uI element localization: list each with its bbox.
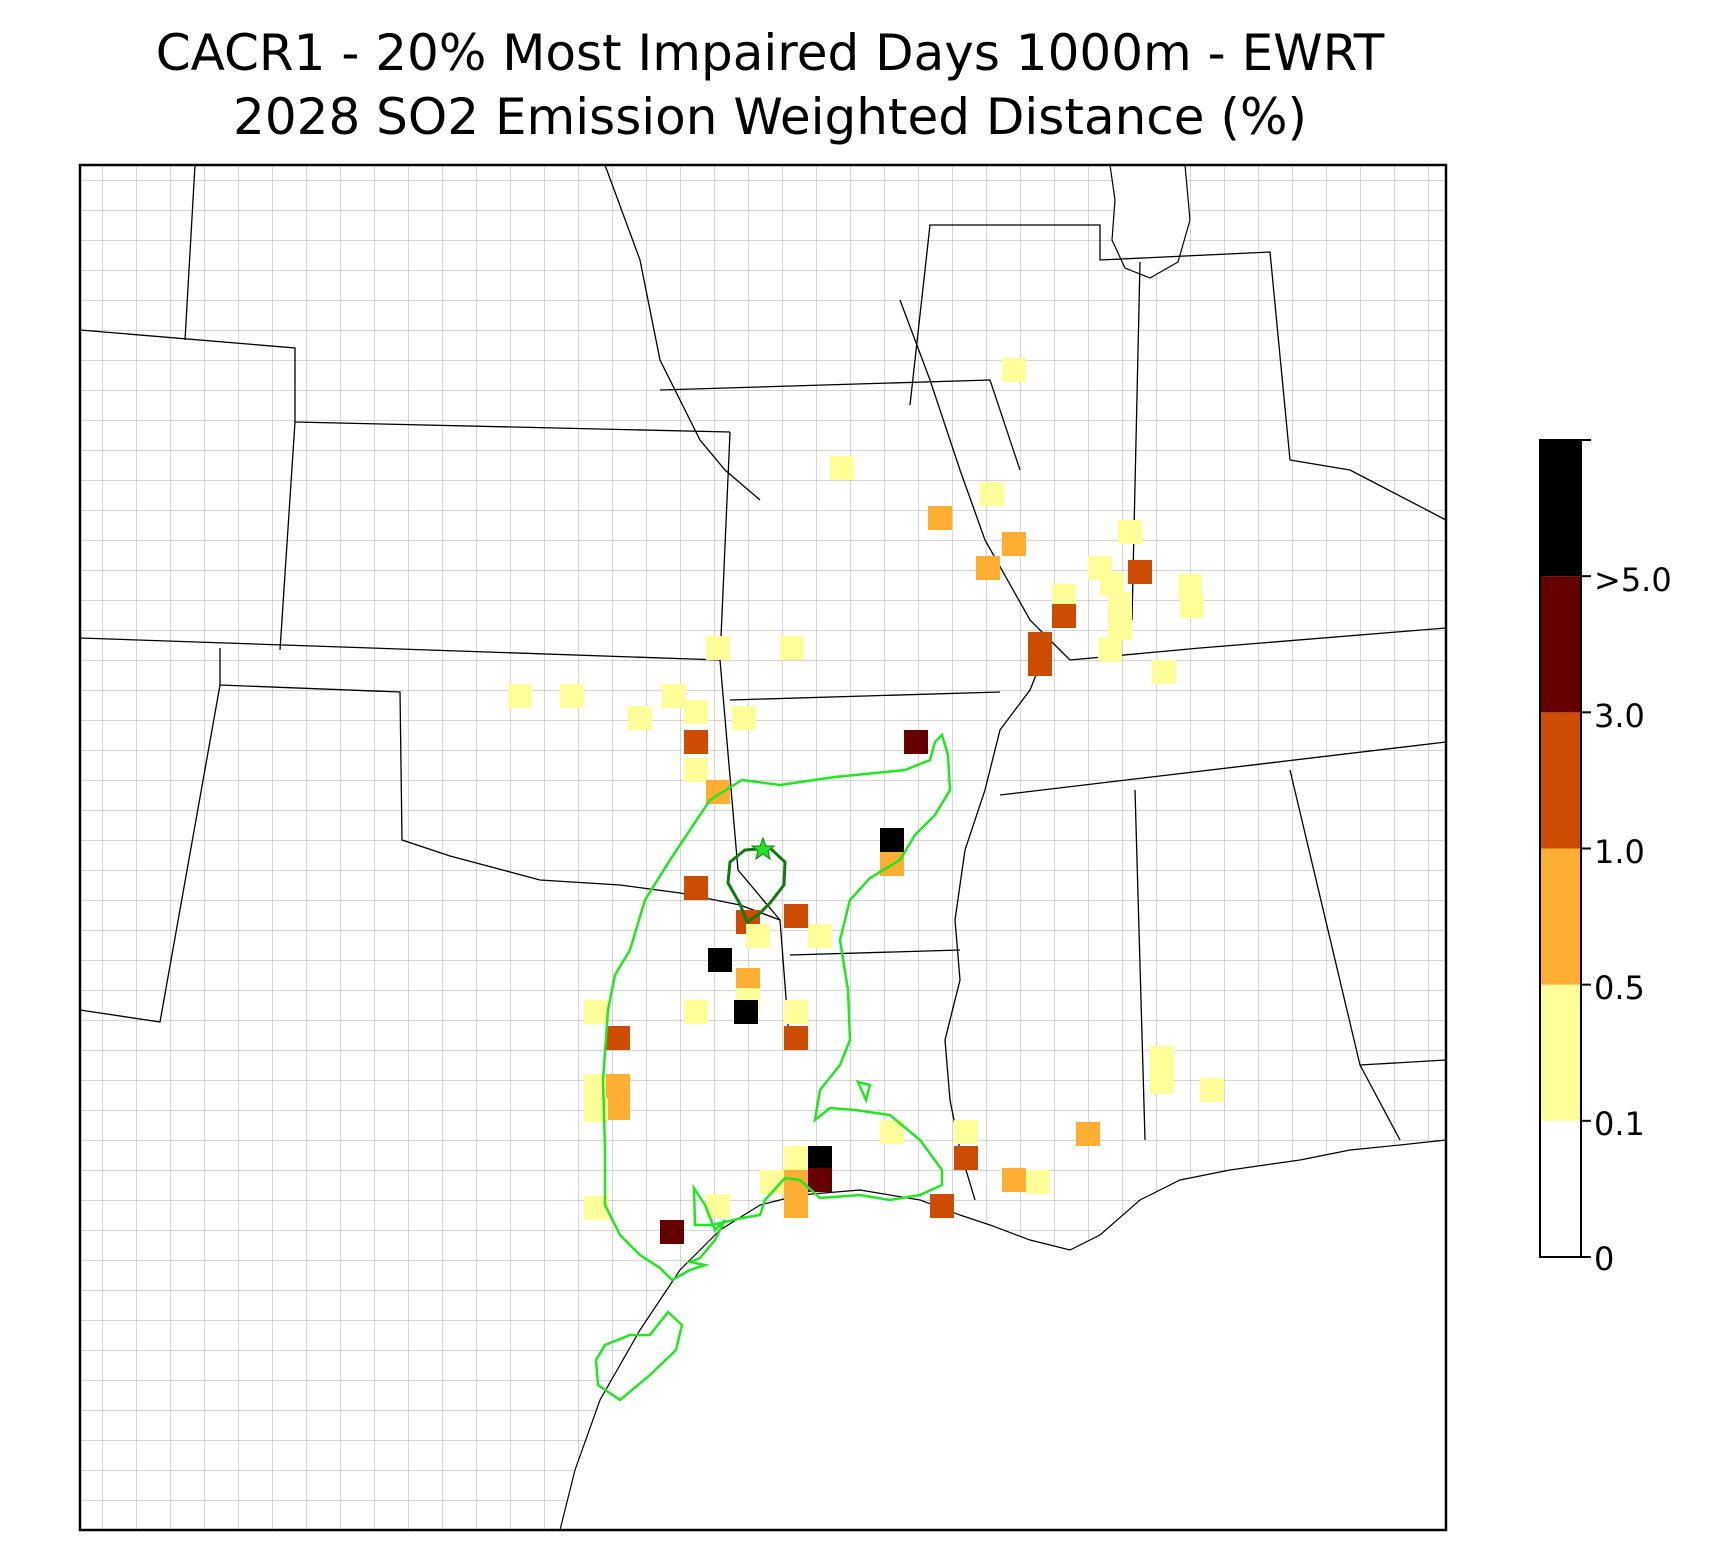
impact-cell-1: [830, 456, 854, 480]
colorbar-ticks: [1581, 439, 1591, 1258]
impact-cell-27: [732, 706, 756, 730]
inner-contour-line: [726, 846, 787, 925]
colorbar-block-3: [1540, 712, 1581, 849]
impact-cell-32: [880, 828, 904, 852]
chart-title-line-2: 2028 SO2 Emission Weighted Distance (%): [233, 88, 1307, 146]
impact-cell-70: [660, 1220, 684, 1244]
impact-cells: [508, 358, 1224, 1244]
impact-cell-23: [560, 684, 584, 708]
impact-cell-6: [1118, 520, 1142, 544]
colorbar-tick-label-0: 0: [1594, 1240, 1615, 1278]
impact-cell-66: [930, 1194, 954, 1218]
impact-cell-22: [508, 684, 532, 708]
colorbar-block-1: [1540, 984, 1581, 1121]
impact-cell-26: [684, 700, 708, 724]
impact-cell-4: [1002, 532, 1026, 556]
colorbar-tick-label-1.0: 1.0: [1594, 833, 1645, 871]
impact-cell-17: [1028, 652, 1052, 676]
impact-cell-38: [808, 924, 832, 948]
impact-cell-28: [684, 730, 708, 754]
colorbar-block-5: [1540, 440, 1581, 577]
impact-cell-60: [808, 1168, 832, 1192]
impact-cell-67: [784, 1194, 808, 1218]
impact-cell-18: [1098, 638, 1122, 662]
chart-title-line-1: CACR1 - 20% Most Impaired Days 1000m - E…: [155, 24, 1385, 82]
impact-cell-29: [684, 758, 708, 782]
impact-cell-65: [1026, 1170, 1050, 1194]
map-frame: [78, 163, 1448, 1532]
impact-cell-12: [1108, 592, 1132, 616]
colorbar-tick-label-0.5: 0.5: [1594, 969, 1645, 1007]
impact-cell-59: [808, 1146, 832, 1170]
colorbar-tick-label-0.1: 0.1: [1594, 1105, 1645, 1143]
impact-cell-46: [784, 1000, 808, 1024]
star-icon: [750, 836, 776, 861]
impact-cell-50: [606, 1096, 630, 1120]
impact-cell-37: [746, 924, 770, 948]
outer-contour-line: [601, 732, 952, 1282]
impact-cell-34: [684, 876, 708, 900]
impact-cell-52: [1150, 1046, 1174, 1070]
impact-cell-36: [784, 904, 808, 928]
impact-cell-31: [904, 730, 928, 754]
colorbar-block-2: [1540, 848, 1581, 985]
impact-cell-15: [1108, 616, 1132, 640]
impact-cell-25: [628, 706, 652, 730]
impact-cell-63: [954, 1146, 978, 1170]
impact-cell-21: [780, 636, 804, 660]
impact-cell-5: [976, 556, 1000, 580]
impact-cell-49: [606, 1074, 630, 1098]
impact-cell-68: [706, 1194, 730, 1218]
lake-michigan: [1109, 165, 1191, 279]
impact-cell-64: [1002, 1168, 1026, 1192]
impact-cell-42: [734, 1000, 758, 1024]
impact-cell-56: [954, 1120, 978, 1144]
impact-cell-39: [708, 948, 732, 972]
colorbar-block-0: [1540, 1120, 1581, 1257]
colorbar-tick-label-gt-5.0: >5.0: [1594, 561, 1672, 599]
mississippi-river: [604, 165, 1051, 1201]
impact-cell-14: [1052, 604, 1076, 628]
colorbar-blocks: [1540, 440, 1581, 1257]
impact-cell-13: [1180, 594, 1204, 618]
impact-cell-45: [606, 1026, 630, 1050]
impact-cell-24: [662, 684, 686, 708]
impact-cell-8: [1128, 560, 1152, 584]
impact-cell-58: [784, 1146, 808, 1170]
impact-cell-44: [684, 1000, 708, 1024]
outer-contour-small-loop: [855, 1080, 872, 1104]
impact-cell-20: [706, 636, 730, 660]
impact-cell-3: [928, 506, 952, 530]
impact-cell-43: [584, 1000, 608, 1024]
colorbar-block-4: [1540, 576, 1581, 713]
impact-cell-53: [1150, 1070, 1174, 1094]
impact-cell-57: [1076, 1122, 1100, 1146]
impact-cell-47: [784, 1026, 808, 1050]
impact-cell-19: [1152, 660, 1176, 684]
colorbar-tick-label-3.0: 3.0: [1594, 697, 1645, 735]
impact-cell-2: [980, 482, 1004, 506]
impact-cell-54: [1200, 1078, 1224, 1102]
outer-contour-offshore-loop: [594, 1310, 684, 1402]
impact-cell-0: [1002, 358, 1026, 382]
